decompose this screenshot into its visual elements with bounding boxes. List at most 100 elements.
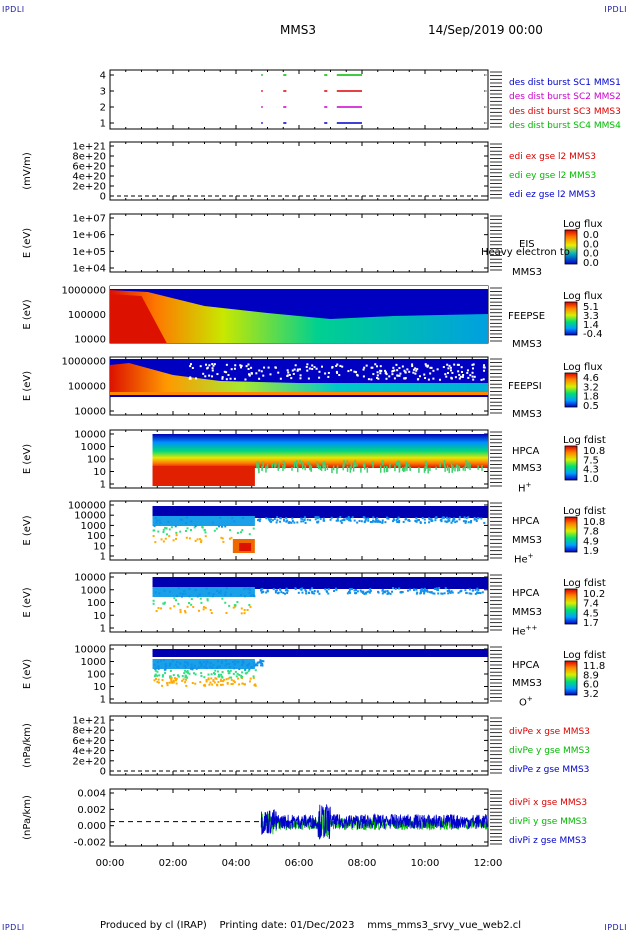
spectrogram-gap-pixel — [430, 366, 433, 369]
spectrogram-gap-pixel — [444, 373, 447, 376]
spectrogram-pixel — [193, 664, 196, 667]
spectrogram-pixel — [367, 517, 370, 520]
spectrogram-pixel — [468, 592, 471, 595]
spectrogram-gap-pixel — [457, 370, 460, 373]
spectrogram-hot-region — [152, 466, 255, 486]
spectrogram-pixel — [180, 595, 183, 598]
spectrogram-pixel — [371, 460, 374, 465]
spectrogram-gap-pixel — [250, 372, 253, 375]
spectrogram-pixel — [171, 659, 174, 662]
spectrogram-pixel — [350, 462, 353, 467]
spectrogram-pixel — [169, 607, 172, 610]
spectrogram-pixel — [300, 588, 303, 591]
spectrogram-pixel — [369, 589, 372, 592]
spectrogram-pixel — [248, 668, 251, 671]
colorbar-tick-label: 8.9 — [583, 670, 599, 681]
spectrogram-gap-pixel — [472, 378, 475, 381]
y-tick-label: 10000 — [74, 645, 106, 656]
spectrogram-pixel — [398, 461, 400, 468]
spectrogram-pixel — [306, 518, 309, 521]
spectrogram-pixel — [475, 519, 478, 522]
spectrogram-pixel — [374, 520, 377, 523]
edi-legend-x: edi ex gse l2 MMS3 — [509, 152, 597, 162]
spectrogram-gap-pixel — [372, 373, 375, 376]
spectrogram-gap-pixel — [450, 376, 453, 379]
spectrogram-pixel — [201, 526, 204, 529]
spectrogram-pixel — [269, 518, 272, 521]
spectrogram-pixel — [247, 669, 250, 672]
spectrogram-pixel — [316, 516, 319, 519]
spectrogram-pixel — [228, 670, 231, 673]
spectrogram-pixel — [455, 464, 458, 469]
spectrogram-pixel — [350, 465, 352, 470]
spectrogram-pixel — [250, 594, 253, 597]
spectrogram-pixel — [311, 592, 314, 595]
y-axis-label: (nPa/km) — [22, 723, 33, 768]
spectrogram-pixel — [418, 518, 421, 521]
spectrogram-pixel — [164, 672, 167, 675]
spectrogram-gap-pixel — [412, 371, 415, 374]
spectrogram-pixel — [169, 590, 172, 593]
spectrogram-pixel — [305, 592, 308, 595]
spectrogram-pixel — [348, 591, 351, 594]
spectrogram-gap-pixel — [460, 366, 463, 369]
spectrogram-pixel — [174, 525, 177, 528]
spectrogram-pixel — [266, 590, 269, 593]
eis-mms3-label: MMS3 — [512, 267, 542, 278]
spectrogram-pixel — [444, 587, 447, 590]
spectrogram-pixel — [376, 520, 379, 523]
spectrogram-pixel — [443, 592, 446, 595]
hpca-h-mms3-label: MMS3 — [512, 463, 542, 474]
spectrogram-pixel — [318, 592, 321, 595]
spectrogram-pixel — [335, 519, 338, 522]
spectrogram-pixel — [224, 525, 227, 528]
spectrogram-gap-pixel — [208, 374, 211, 377]
colorbar-tick-label: 7.5 — [583, 455, 599, 466]
spectrogram-band-lower — [152, 659, 255, 669]
spectrogram-pixel — [317, 464, 320, 469]
spectrogram-pixel — [206, 661, 209, 664]
y-tick-label: 8e+20 — [72, 726, 106, 737]
spectrogram-gap-pixel — [416, 368, 419, 371]
spectrogram-pixel — [301, 591, 304, 594]
spectrogram-pixel — [363, 521, 366, 524]
spectrogram-gap-pixel — [376, 371, 379, 374]
spectrogram-pixel — [322, 517, 325, 520]
eis-overlay-text: Heavy electron to — [481, 247, 570, 258]
spectrogram-pixel — [199, 597, 202, 600]
spectrogram-pixel — [369, 588, 372, 591]
colorbar-tick-label: 11.8 — [583, 661, 605, 672]
y-tick-label: -0.002 — [74, 838, 106, 849]
feepsi-label: FEEPSI — [508, 381, 542, 392]
spectrogram-pixel — [174, 663, 177, 666]
spectrogram-pixel — [394, 465, 396, 472]
spectrogram-pixel — [258, 520, 261, 523]
spectrogram-pixel — [346, 460, 349, 465]
spectrogram-pixel — [163, 589, 166, 592]
spectrogram-pixel — [395, 519, 398, 522]
spectrogram-pixel — [409, 466, 411, 471]
spectrogram-pixel — [197, 666, 200, 669]
spectrogram-gap-pixel — [473, 375, 476, 378]
spectrogram-pixel — [214, 669, 217, 672]
x-tick-label: 08:00 — [348, 858, 377, 869]
spectrogram-pixel — [162, 674, 165, 677]
spectrogram-pixel — [249, 605, 252, 608]
spectrogram-gap-pixel — [398, 367, 401, 370]
spectrogram-gap-pixel — [480, 378, 483, 381]
spectrogram-hot-core — [110, 294, 167, 343]
spectrogram-pixel — [316, 521, 319, 524]
spectrogram-gap-pixel — [336, 363, 339, 366]
spectrogram-pixel — [157, 681, 160, 684]
spectrogram-gap-pixel — [262, 374, 265, 377]
spectrogram-pixel — [280, 591, 283, 594]
spectrogram-pixel — [307, 461, 309, 465]
spectrogram-pixel — [199, 538, 202, 541]
colorbar-title: Log fdist — [563, 578, 606, 589]
spectrogram-pixel — [283, 518, 286, 521]
spectrogram-pixel — [363, 463, 366, 470]
spectrogram-pixel — [156, 680, 159, 683]
spectrogram-pixel — [153, 524, 156, 527]
spectrogram-pixel — [234, 605, 237, 608]
spectrogram-gap-pixel — [208, 364, 211, 367]
